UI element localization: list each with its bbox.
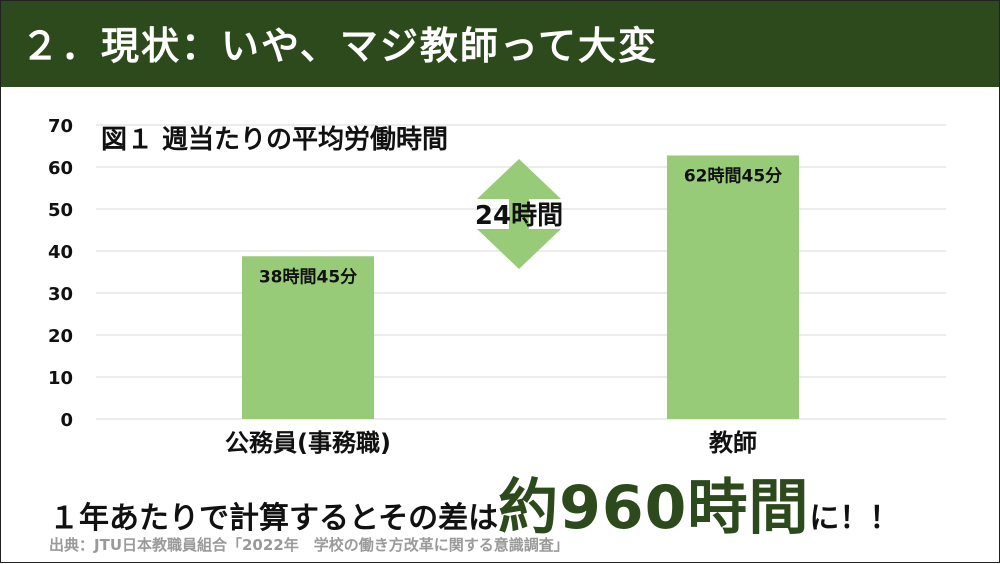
bar [667, 155, 799, 419]
conclusion-prefix: １年あたりで計算するとその差は [49, 501, 499, 536]
bar-data-label: 62時間45分 [684, 165, 782, 186]
conclusion-text: １年あたりで計算するとその差は約960時間に！！ [49, 459, 899, 546]
source-note: 出典：JTU日本教職員組合「2022年 学校の働き方改革に関する意識調査」 [49, 536, 569, 554]
chart-title: 図１ 週当たりの平均労働時間 [101, 125, 449, 155]
page-title: ２．現状：いや、マジ教師って大変 [21, 24, 658, 68]
header-bar: ２．現状：いや、マジ教師って大変 [1, 1, 999, 87]
x-tick-label: 教師 [709, 429, 757, 457]
x-tick-label: 公務員(事務職) [225, 429, 391, 457]
difference-label: 24時間 [475, 201, 563, 231]
y-tick-label: 40 [48, 242, 73, 263]
conclusion-suffix: に！！ [809, 501, 900, 536]
difference-arrow-icon [477, 159, 561, 269]
bar [242, 256, 374, 419]
y-tick-label: 50 [48, 200, 73, 221]
y-tick-label: 10 [48, 368, 73, 389]
y-tick-label: 0 [60, 410, 73, 431]
y-tick-label: 30 [48, 284, 73, 305]
y-tick-label: 20 [48, 326, 73, 347]
y-tick-label: 70 [48, 116, 73, 137]
bar-data-label: 38時間45分 [259, 266, 357, 287]
y-tick-label: 60 [48, 158, 73, 179]
conclusion-highlight: 約960時間 [498, 473, 810, 543]
